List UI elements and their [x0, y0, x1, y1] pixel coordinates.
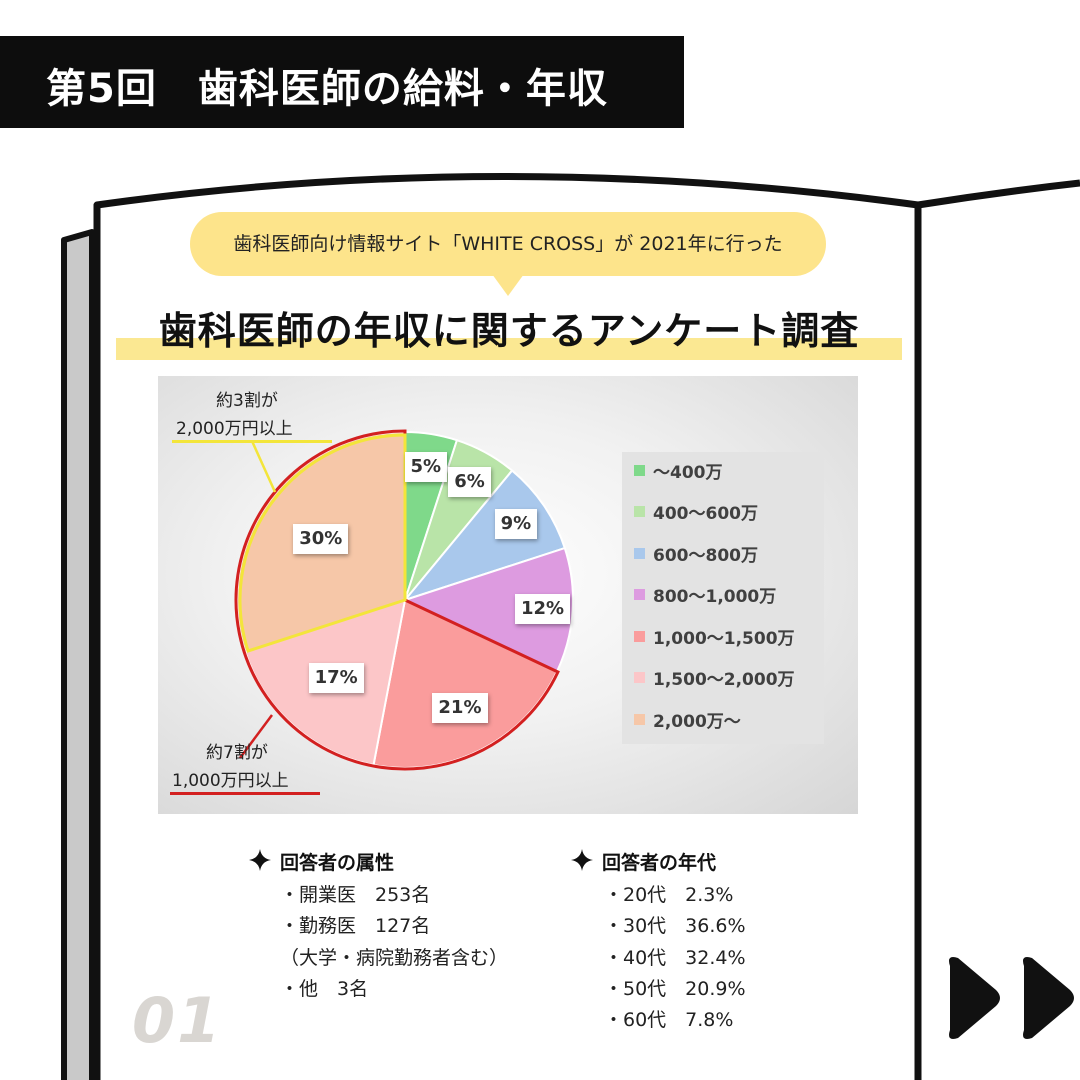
source-text: 歯科医師向け情報サイト「WHITE CROSS」が 2021年に行った	[233, 233, 783, 255]
legend-entry: 800～1,000万	[634, 583, 776, 607]
annotation-bottom-line2: 1,000万円以上	[172, 771, 289, 791]
legend-label: 2,000万～	[653, 711, 741, 732]
annotation-bottom-underline	[170, 792, 320, 795]
source-bubble	[190, 212, 826, 276]
legend-entry: 1,500～2,000万	[634, 666, 795, 690]
legend-label: 600～800万	[653, 545, 758, 566]
pie-value-label: 5%	[404, 452, 448, 483]
leader-line-yellow	[250, 440, 277, 493]
pie-value-label: 12%	[514, 593, 571, 624]
legend-label: 1,000～1,500万	[653, 628, 795, 649]
leader-line-red	[238, 714, 274, 759]
attr-line: ・勤務医 127名	[280, 915, 431, 937]
title-bar	[0, 36, 684, 128]
page-title: 第5回 歯科医師の給料・年収	[46, 66, 608, 112]
age-line: ・50代 20.9%	[604, 978, 746, 1000]
legend-swatch	[634, 464, 645, 476]
chart-legend	[622, 452, 824, 744]
annotation-top-line2: 2,000万円以上	[176, 419, 293, 439]
legend-swatch	[634, 506, 645, 517]
age-line: ・20代 2.3%	[604, 884, 734, 906]
sparkle-icon	[571, 849, 593, 871]
page-number: 01	[132, 984, 223, 1057]
legend-entry: 1,000～1,500万	[634, 624, 795, 649]
attr-line: ・開業医 253名	[280, 884, 431, 906]
pie-value-label: 21%	[432, 692, 488, 723]
legend-entry: 2,000万～	[634, 707, 741, 732]
legend-swatch	[634, 672, 645, 683]
title-highlight	[116, 338, 902, 360]
age-line: ・30代 36.6%	[604, 915, 746, 937]
pie-slice	[402, 546, 574, 673]
sparkle-icon	[249, 849, 271, 871]
legend-swatch	[634, 547, 645, 559]
annotation-top-line1: 約3割が	[216, 391, 278, 411]
pie-value-label: 17%	[308, 663, 364, 694]
annotation-bottom-line1: 約7割が	[206, 743, 268, 763]
age-line: ・60代 7.8%	[604, 1009, 734, 1031]
legend-entry: ～400万	[634, 458, 723, 483]
legend-entry: 400～600万	[634, 500, 758, 524]
attr-line: ・他 3名	[280, 978, 369, 1000]
annotation-top-underline	[172, 440, 332, 443]
double-chevron-right-icon[interactable]	[940, 950, 1080, 1046]
pie-slice	[402, 469, 567, 603]
highlight-outline-yellow	[238, 433, 407, 653]
survey-title: 歯科医師の年収に関するアンケート調査	[158, 309, 860, 353]
pie-value-label: 9%	[494, 509, 538, 540]
pie-value-label: 30%	[293, 523, 349, 554]
legend-swatch	[634, 713, 645, 725]
legend-label: 1,500～2,000万	[653, 670, 795, 690]
attr-heading: 回答者の属性	[280, 852, 395, 874]
pie-value-label: 6%	[448, 467, 491, 498]
attr-line: （大学・病院勤務者含む）	[280, 947, 509, 969]
legend-swatch	[634, 630, 645, 642]
legend-entry: 600～800万	[634, 541, 758, 566]
legend-label: 400～600万	[653, 504, 758, 524]
highlight-outline-red	[234, 429, 560, 771]
legend-label: ～400万	[653, 462, 723, 483]
age-line: ・40代 32.4%	[604, 947, 746, 969]
age-heading: 回答者の年代	[602, 852, 717, 874]
legend-label: 800～1,000万	[653, 587, 777, 607]
legend-swatch	[634, 589, 645, 600]
bubble-tail	[492, 274, 524, 296]
